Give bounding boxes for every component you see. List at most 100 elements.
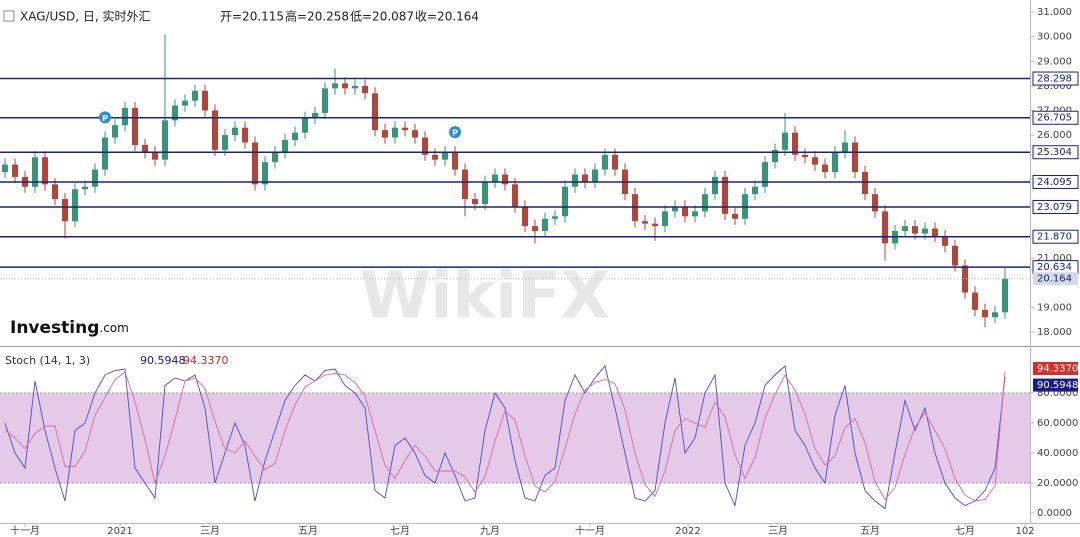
candle-body <box>942 235 948 246</box>
ohlc-label: 高=20.258 <box>285 9 349 24</box>
candle-body <box>592 169 598 182</box>
candle-body <box>552 216 558 219</box>
candle-body <box>982 309 988 318</box>
level-label-box <box>1032 145 1079 160</box>
candle-body <box>482 181 488 204</box>
level-label: 28.298 <box>1037 74 1072 85</box>
candle-body <box>432 154 438 160</box>
level-label: 20.634 <box>1037 262 1072 273</box>
x-tick-label: 七月 <box>955 525 975 537</box>
ohlc-label: 收=20.164 <box>415 10 479 24</box>
candle-body <box>882 211 888 244</box>
candle-body <box>762 162 768 187</box>
brand-name: Investing <box>10 318 99 338</box>
candle-body <box>722 176 728 214</box>
candle-body <box>62 199 68 222</box>
stoch-band <box>0 392 1030 483</box>
y-tick-label: 20.0000 <box>1037 478 1078 489</box>
stoch-k-value: 90.5948 <box>140 354 186 367</box>
y-tick-label: 60.0000 <box>1037 418 1078 429</box>
candle-body <box>702 194 708 212</box>
candle-body <box>272 152 278 163</box>
candle-body <box>812 157 818 165</box>
stoch-value-label: 90.5948 <box>1037 380 1078 391</box>
candle-body <box>442 152 448 160</box>
level-label: 25.304 <box>1037 147 1072 158</box>
candle-body <box>292 132 298 141</box>
candle-body <box>462 169 468 200</box>
ohlc-label: 开=20.115 <box>220 10 284 24</box>
x-tick-label: 七月 <box>390 525 410 537</box>
ohlc-label: 低=20.087 <box>350 10 414 24</box>
brand: Investing.com <box>10 318 129 338</box>
y-tick-label: 0.0000 <box>1037 508 1072 519</box>
y-tick-label: 29.000 <box>1037 56 1072 67</box>
candle-body <box>32 157 38 187</box>
candle-body <box>422 137 428 155</box>
candle-body <box>2 164 8 173</box>
candle-body <box>662 211 668 227</box>
candle-body <box>302 117 308 133</box>
x-tick-label: 九月 <box>480 525 500 537</box>
stoch-line <box>4 371 1006 502</box>
level-label: 26.705 <box>1037 113 1072 124</box>
candle-body <box>682 206 688 217</box>
candle-body <box>42 157 48 185</box>
candle-body <box>672 206 678 212</box>
x-tick-label: 2021 <box>107 526 132 537</box>
candle-body <box>252 142 258 185</box>
candle-body <box>842 142 848 153</box>
candle-body <box>802 154 808 158</box>
level-label-box <box>1032 110 1079 125</box>
candle-body <box>502 174 508 185</box>
candle-body <box>222 135 228 150</box>
candle-body <box>342 83 348 89</box>
candle-body <box>932 228 938 236</box>
candle-body <box>912 226 918 234</box>
collapse-icon[interactable] <box>3 10 15 22</box>
candle-body <box>382 130 388 138</box>
candle-body <box>402 127 408 131</box>
candle-body <box>332 83 338 89</box>
candle-body <box>712 176 718 195</box>
last-price-box <box>1033 272 1078 286</box>
candle-body <box>232 127 238 136</box>
candle-body <box>72 189 78 222</box>
y-tick-label: 30.000 <box>1037 32 1072 43</box>
candle-body <box>192 90 198 101</box>
candle-body <box>752 186 758 195</box>
candle-body <box>322 88 328 113</box>
candle-body <box>122 108 128 126</box>
stoch-value-box <box>1033 361 1078 375</box>
x-tick-label: 五月 <box>298 525 318 537</box>
candle-body <box>962 265 968 293</box>
event-marker-label: P <box>452 129 458 138</box>
candle-body <box>52 184 58 200</box>
last-price-label: 20.164 <box>1037 274 1072 285</box>
level-label-box <box>1032 174 1079 189</box>
candle-body <box>772 149 778 163</box>
candle-body <box>132 108 138 145</box>
candle-body <box>822 164 828 173</box>
y-tick-label: 18.000 <box>1037 327 1072 338</box>
candle-body <box>172 105 178 121</box>
candle-body <box>582 174 588 182</box>
y-tick-label: 31.000 <box>1037 7 1072 18</box>
candle-body <box>492 174 498 182</box>
x-tick-label: 2022 <box>675 526 700 537</box>
candle-body <box>112 125 118 138</box>
stoch-value-label: 94.3370 <box>1037 363 1078 374</box>
candle-body <box>262 162 268 185</box>
candle-body <box>612 154 618 170</box>
candle-body <box>652 223 658 227</box>
candle-body <box>522 206 528 227</box>
candle-body <box>82 186 88 190</box>
candle-body <box>562 186 568 217</box>
candle-body <box>792 132 798 155</box>
watermark: WikiFX <box>360 260 610 334</box>
candle-body <box>12 164 18 177</box>
y-tick-label: 40.0000 <box>1037 448 1078 459</box>
candle-body <box>162 120 168 160</box>
